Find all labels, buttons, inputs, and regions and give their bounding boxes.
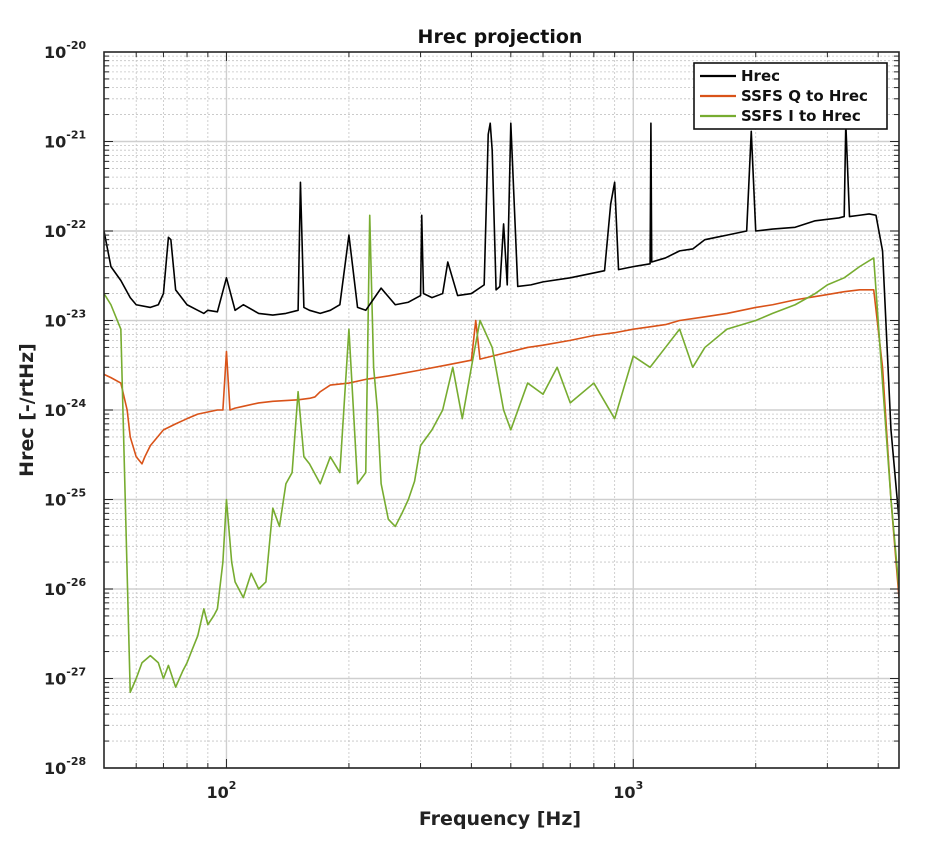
series-line-ssfs-i-to-hrec [104,214,899,694]
series-line-hrec [104,122,899,520]
series-layer [104,122,899,694]
x-tick-label: 102 [207,779,237,802]
y-tick-label: 10-20 [44,39,86,62]
chart-title: Hrec projection [418,26,583,48]
y-tick-label: 10-24 [44,397,86,420]
y-tick-label: 10-22 [44,218,86,241]
y-tick-label: 10-27 [44,666,86,689]
y-tick-labels: 10-20 10-21 10-22 10-23 10-24 10-25 10-26 10-27… [44,39,86,778]
x-axis-label: Frequency [Hz] [419,808,581,830]
y-tick-label: 10-26 [44,576,86,599]
grid [103,52,899,769]
y-axis-label: Hrec [-/rtHz] [16,343,38,477]
legend-label: SSFS I to Hrec [741,107,861,125]
y-tick-label: 10-25 [44,487,86,510]
legend-label: Hrec [741,67,780,85]
legend-label: SSFS Q to Hrec [741,87,868,105]
series-line-ssfs-q-to-hrec [104,289,899,598]
x-tick-labels: 102 103 [207,779,644,802]
y-tick-label: 10-28 [44,755,86,778]
y-tick-label: 10-23 [44,308,86,331]
x-tick-label: 103 [613,779,643,802]
ticks [103,52,899,769]
legend: Hrec SSFS Q to Hrec SSFS I to Hrec [693,62,888,130]
y-tick-label: 10-21 [44,129,86,152]
